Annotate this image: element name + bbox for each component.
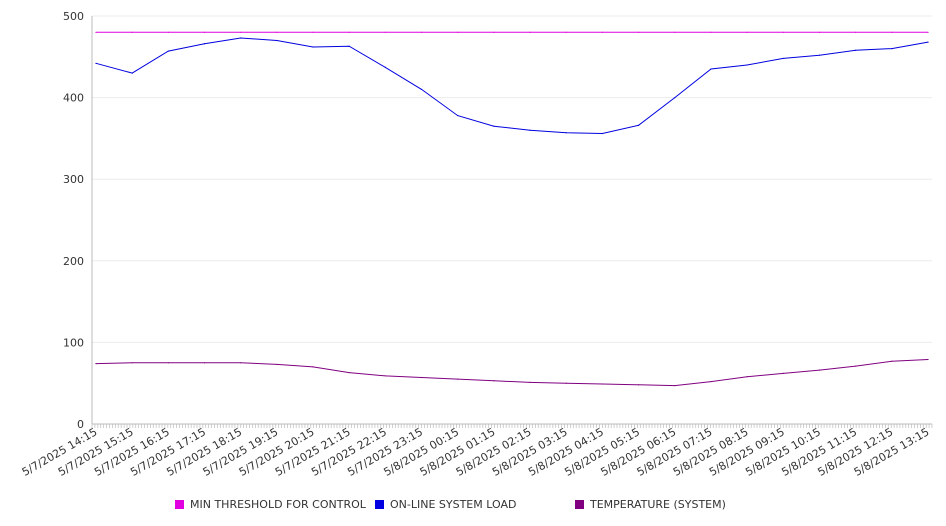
system-load-line-point <box>855 49 857 51</box>
temperature-line-point <box>131 362 133 364</box>
threshold-line-point <box>818 31 821 33</box>
threshold-line-point <box>529 31 531 33</box>
system-load-line-point <box>818 54 821 56</box>
x-axis-ticks: 5/7/2025 14:155/7/2025 15:155/7/2025 16:… <box>20 424 933 479</box>
threshold-line-point <box>240 31 242 33</box>
threshold-line-point <box>746 31 748 33</box>
threshold-line-point <box>674 31 676 33</box>
temperature-line-point <box>276 363 278 366</box>
system-load-line-point <box>95 62 97 64</box>
threshold-line-point <box>927 31 929 33</box>
y-tick-label: 400 <box>63 92 84 105</box>
temperature-line-point <box>95 363 97 365</box>
legend-swatch-load <box>375 500 384 509</box>
temperature-line-point <box>240 362 242 364</box>
temperature-line-point <box>818 369 821 371</box>
legend-item-threshold: MIN THRESHOLD FOR CONTROL <box>175 498 366 511</box>
threshold-line-point <box>348 31 350 33</box>
threshold-line-point <box>855 31 857 33</box>
temperature-line-point <box>601 383 604 385</box>
temperature-line-point <box>855 365 857 367</box>
threshold-line-point <box>131 31 133 33</box>
temperature-line-point <box>782 372 784 375</box>
legend-swatch-temperature <box>575 500 584 509</box>
system-load-line-point <box>746 64 748 66</box>
temperature-line-point <box>312 366 314 368</box>
threshold-line-point <box>167 31 169 33</box>
system-load-line-point <box>420 88 423 91</box>
legend-item-load: ON-LINE SYSTEM LOAD <box>375 498 516 511</box>
y-tick-label: 300 <box>63 173 84 186</box>
y-axis-ticks: 0 100 200 300 400 500 <box>63 10 84 431</box>
temperature-line-point <box>927 358 929 361</box>
y-tick-label: 0 <box>77 418 84 431</box>
system-load-line-point <box>131 72 133 74</box>
system-load-line-point <box>384 66 386 69</box>
system-load-line-point <box>457 114 459 117</box>
temperature-line-point <box>674 385 676 387</box>
y-tick-label: 200 <box>63 255 84 268</box>
temperature-line <box>95 359 929 387</box>
temperature-line-point <box>420 376 423 379</box>
system-load-line-point <box>565 132 567 134</box>
system-load-line-point <box>167 50 169 52</box>
system-load-line-point <box>638 124 640 126</box>
system-load-line-point <box>891 48 893 50</box>
legend-label-temperature: TEMPERATURE (SYSTEM) <box>590 498 726 511</box>
y-tick-label: 500 <box>63 10 84 23</box>
system-load-line <box>95 37 929 135</box>
system-load-line-point <box>312 46 314 48</box>
system-load-line-point <box>240 37 242 39</box>
threshold-line-point <box>384 31 386 33</box>
threshold-line-point <box>95 31 97 33</box>
temperature-line-point <box>457 378 459 380</box>
temperature-line-point <box>710 380 712 383</box>
system-load-line-point <box>276 39 278 42</box>
system-load-line-point <box>674 97 676 99</box>
legend-swatch-threshold <box>175 500 184 509</box>
temperature-line-point <box>638 384 640 386</box>
threshold-line-point <box>710 31 712 33</box>
threshold-line-point <box>891 31 893 33</box>
system-load-line-point <box>710 68 712 70</box>
temperature-line-point <box>493 380 495 382</box>
threshold-line-point <box>565 31 567 33</box>
series-lines <box>95 31 929 387</box>
temperature-line-point <box>348 371 350 374</box>
system-load-line-point <box>529 129 531 131</box>
threshold-line-point <box>420 31 423 33</box>
temperature-line-point <box>746 376 748 378</box>
threshold-line-point <box>276 31 278 33</box>
temperature-line-point <box>529 381 531 383</box>
system-load-line-point <box>203 43 206 45</box>
temperature-line-point <box>384 375 386 377</box>
system-load-line-point <box>493 125 495 127</box>
grid-lines <box>92 15 932 343</box>
temperature-line-point <box>167 362 169 364</box>
temperature-line-point <box>203 362 206 364</box>
threshold-line-point <box>457 31 459 33</box>
threshold-line-point <box>493 31 495 33</box>
temperature-line-point <box>565 382 567 384</box>
legend-item-temperature: TEMPERATURE (SYSTEM) <box>575 498 726 511</box>
temperature-line-point <box>891 360 893 362</box>
system-load-line-point <box>782 57 784 60</box>
legend-label-threshold: MIN THRESHOLD FOR CONTROL <box>190 498 366 511</box>
threshold-line-point <box>638 31 640 33</box>
threshold-line-point <box>203 31 206 33</box>
threshold-line-point <box>312 31 314 33</box>
legend-label-load: ON-LINE SYSTEM LOAD <box>390 498 517 511</box>
threshold-line-point <box>782 31 784 33</box>
legend: MIN THRESHOLD FOR CONTROL ON-LINE SYSTEM… <box>0 498 946 518</box>
system-load-line-point <box>601 132 604 135</box>
system-load-line-point <box>348 45 350 47</box>
system-load-line-point <box>927 41 929 43</box>
threshold-line-point <box>601 31 604 33</box>
y-tick-label: 100 <box>63 336 84 349</box>
